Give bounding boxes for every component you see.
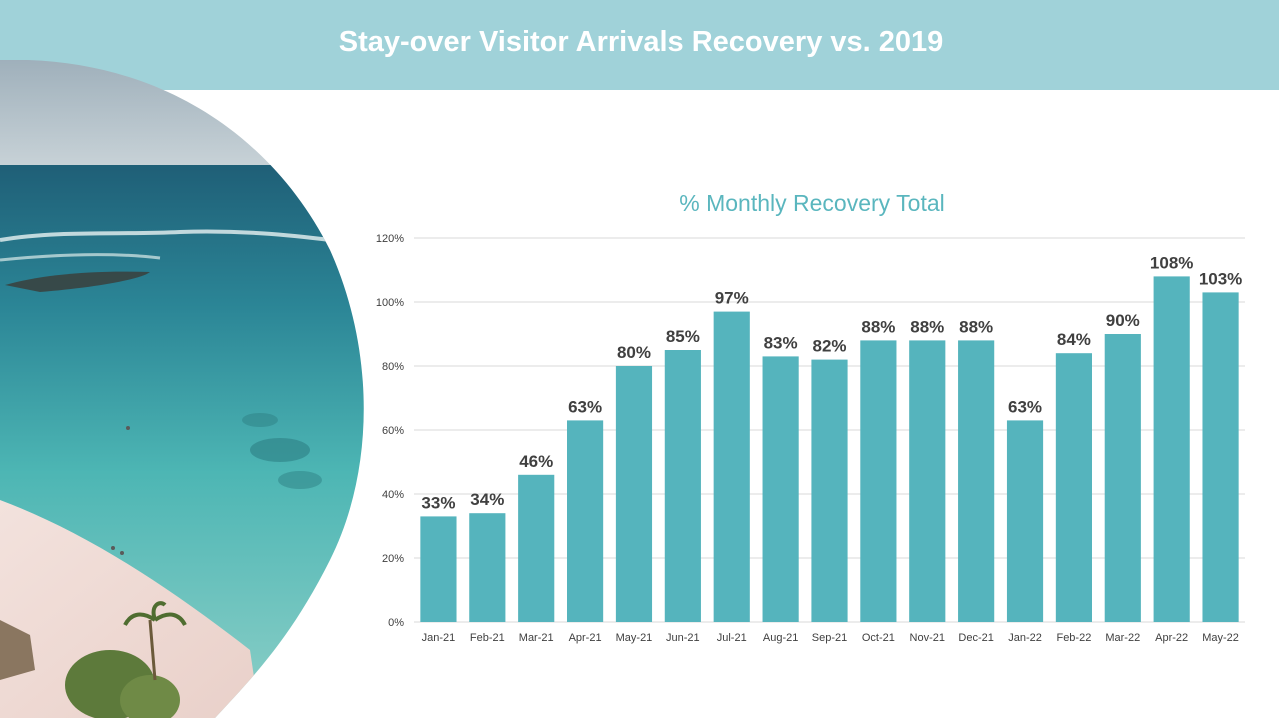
x-tick-label: May-22 (1202, 632, 1239, 644)
data-label: 84% (1057, 330, 1091, 349)
data-label: 63% (568, 397, 602, 416)
x-tick-label: Apr-22 (1155, 632, 1188, 644)
x-tick-label: Jul-21 (717, 632, 747, 644)
x-tick-label: Mar-22 (1105, 632, 1140, 644)
bar (1202, 292, 1239, 622)
data-label: 80% (617, 343, 651, 362)
data-label: 88% (861, 317, 895, 336)
data-label: 108% (1150, 253, 1193, 272)
data-label: 97% (715, 289, 749, 308)
data-label: 34% (470, 490, 504, 509)
beach-photo-svg (0, 60, 364, 718)
data-label: 63% (1008, 397, 1042, 416)
y-tick-label: 0% (388, 617, 404, 629)
x-tick-label: Sep-21 (812, 632, 847, 644)
bar (958, 340, 995, 622)
x-tick-label: Apr-21 (569, 632, 602, 644)
bar (664, 350, 701, 622)
y-tick-label: 120% (376, 233, 404, 245)
beach-aerial-photo (0, 60, 380, 718)
x-tick-label: Feb-21 (470, 632, 505, 644)
bar (1104, 334, 1141, 622)
x-tick-label: Jan-22 (1008, 632, 1042, 644)
data-label: 83% (764, 333, 798, 352)
bar (811, 359, 848, 622)
bar (420, 516, 457, 622)
data-label: 90% (1106, 311, 1140, 330)
data-label: 82% (812, 337, 846, 356)
x-tick-label: Jun-21 (666, 632, 700, 644)
header-banner: Stay-over Visitor Arrivals Recovery vs. … (0, 0, 1279, 90)
chart-title: % Monthly Recovery Total (679, 190, 945, 216)
x-tick-label: Oct-21 (862, 632, 895, 644)
y-tick-label: 40% (382, 489, 404, 501)
data-label: 33% (421, 493, 455, 512)
page-title: Stay-over Visitor Arrivals Recovery vs. … (338, 26, 944, 58)
x-tick-label: Aug-21 (763, 632, 798, 644)
data-label: 88% (910, 317, 944, 336)
y-tick-label: 80% (382, 361, 404, 373)
x-tick-label: May-21 (616, 632, 653, 644)
data-label: 46% (519, 452, 553, 471)
x-tick-label: Jan-21 (422, 632, 456, 644)
bar (713, 311, 750, 622)
bar (469, 513, 506, 622)
x-tick-label: Nov-21 (910, 632, 945, 644)
bar (518, 474, 555, 622)
bar (1055, 353, 1092, 622)
y-tick-label: 60% (382, 425, 404, 437)
x-tick-label: Dec-21 (958, 632, 993, 644)
x-tick-label: Mar-21 (519, 632, 554, 644)
data-label: 85% (666, 327, 700, 346)
bar (762, 356, 799, 622)
bar (1006, 420, 1044, 622)
bar (567, 420, 604, 622)
bar (1153, 276, 1190, 622)
x-tick-label: Feb-22 (1056, 632, 1091, 644)
bar (860, 340, 897, 622)
bar (909, 340, 946, 622)
y-tick-label: 20% (382, 553, 404, 565)
data-label: 103% (1199, 269, 1242, 288)
y-tick-label: 100% (376, 297, 404, 309)
bar (615, 366, 653, 622)
data-label: 88% (959, 317, 993, 336)
